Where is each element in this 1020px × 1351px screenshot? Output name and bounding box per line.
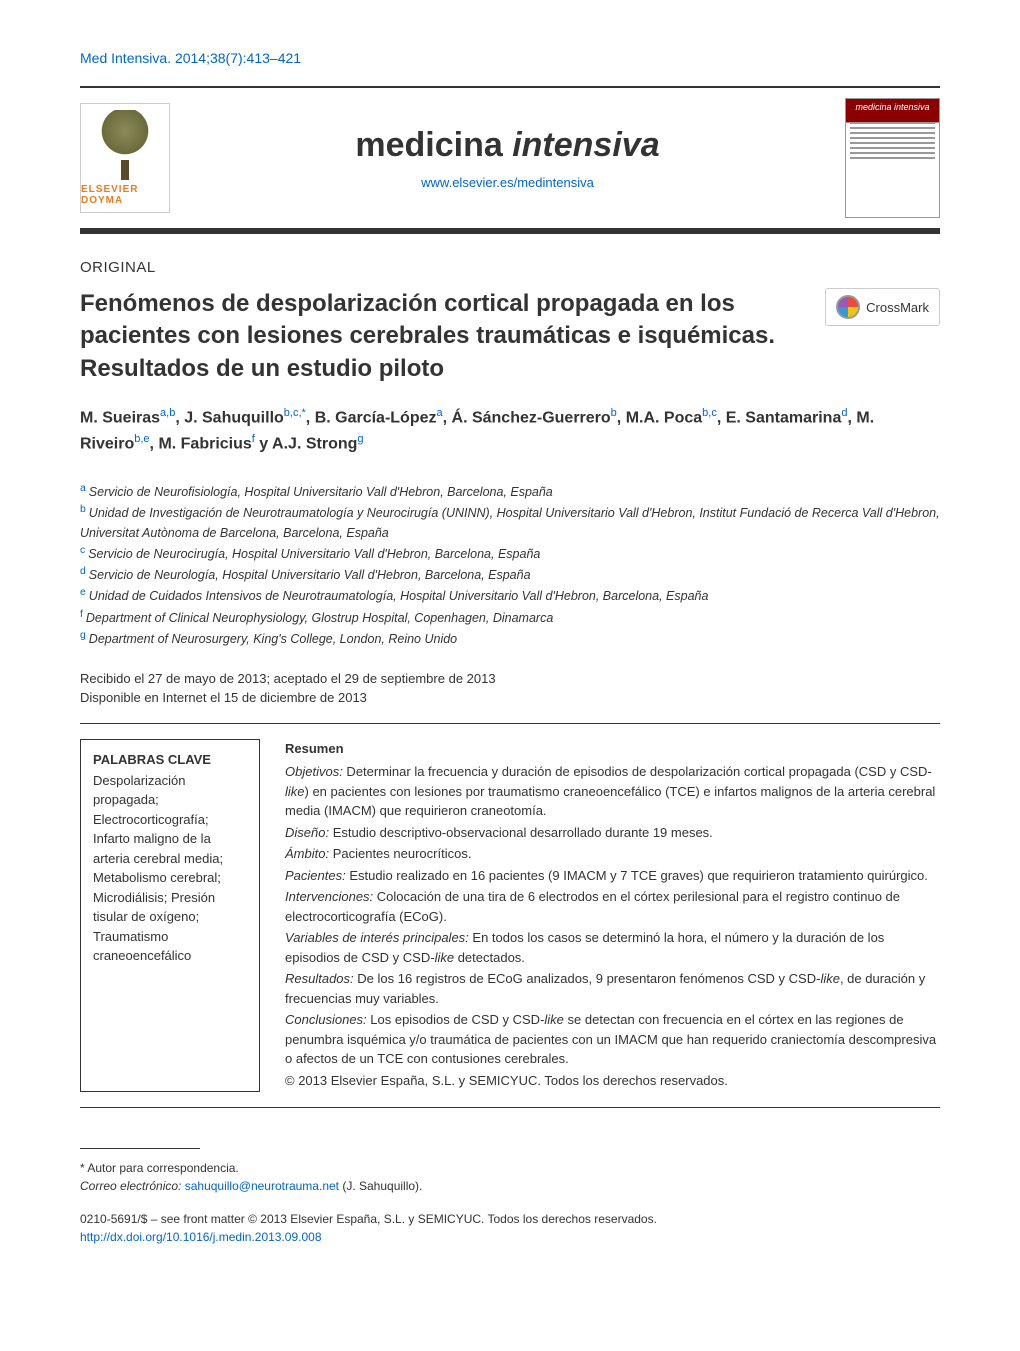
correspondence-author-name: (J. Sahuquillo). <box>339 1179 422 1193</box>
affiliations-list: aServicio de Neurofisiología, Hospital U… <box>80 481 940 649</box>
affiliation-item: cServicio de Neurocirugía, Hospital Univ… <box>80 543 940 564</box>
journal-cover-thumbnail: medicina intensiva <box>845 98 940 218</box>
cover-title: medicina intensiva <box>846 99 939 115</box>
affiliation-item: gDepartment of Neurosurgery, King's Coll… <box>80 628 940 649</box>
abstract-item: Conclusiones: Los episodios de CSD y CSD… <box>285 1010 940 1069</box>
divider-top <box>80 723 940 724</box>
crossmark-icon <box>836 295 860 319</box>
abstract-item: Intervenciones: Colocación de una tira d… <box>285 887 940 926</box>
crossmark-badge[interactable]: CrossMark <box>825 288 940 326</box>
correspondence-email-label: Correo electrónico: <box>80 1179 185 1193</box>
abstract-item: Objetivos: Determinar la frecuencia y du… <box>285 762 940 821</box>
affiliation-item: aServicio de Neurofisiología, Hospital U… <box>80 481 940 502</box>
divider-bottom <box>80 1107 940 1108</box>
issn-line: 0210-5691/$ – see front matter © 2013 El… <box>80 1210 940 1228</box>
abstract-section: PALABRAS CLAVE Despolarización propagada… <box>80 739 940 1093</box>
correspondence-label: * Autor para correspondencia. <box>80 1159 940 1177</box>
section-label: ORIGINAL <box>80 259 940 276</box>
abstract-heading: Resumen <box>285 739 940 759</box>
available-date: Disponible en Internet el 15 de diciembr… <box>80 688 940 708</box>
correspondence-email-link[interactable]: sahuquillo@neurotrauma.net <box>185 1179 339 1193</box>
authors-list: M. Sueirasa,b, J. Sahuquillob,c,*, B. Ga… <box>80 405 940 456</box>
abstract-copyright: © 2013 Elsevier España, S.L. y SEMICYUC.… <box>285 1071 940 1091</box>
abstract-item: Diseño: Estudio descriptivo-observaciona… <box>285 823 940 843</box>
publisher-logo-text: ELSEVIER DOYMA <box>81 184 169 206</box>
journal-title-plain: medicina <box>355 126 512 164</box>
header-banner: ELSEVIER DOYMA medicina intensiva www.el… <box>80 86 940 234</box>
keywords-list: Despolarización propagada; Electrocortic… <box>93 771 247 966</box>
keywords-heading: PALABRAS CLAVE <box>93 752 247 767</box>
received-date: Recibido el 27 de mayo de 2013; aceptado… <box>80 669 940 689</box>
crossmark-label: CrossMark <box>866 300 929 315</box>
cover-lines <box>846 115 939 166</box>
abstract-item: Pacientes: Estudio realizado en 16 pacie… <box>285 866 940 886</box>
abstract-item: Ámbito: Pacientes neurocríticos. <box>285 844 940 864</box>
journal-reference: Med Intensiva. 2014;38(7):413–421 <box>80 50 940 66</box>
article-title: Fenómenos de despolarización cortical pr… <box>80 288 825 385</box>
abstract-content: Resumen Objetivos: Determinar la frecuen… <box>285 739 940 1093</box>
correspondence: * Autor para correspondencia. Correo ele… <box>80 1159 940 1195</box>
affiliation-item: dServicio de Neurología, Hospital Univer… <box>80 564 940 585</box>
keywords-box: PALABRAS CLAVE Despolarización propagada… <box>80 739 260 1093</box>
journal-url-link[interactable]: www.elsevier.es/medintensiva <box>170 175 845 190</box>
abstract-item: Resultados: De los 16 registros de ECoG … <box>285 969 940 1008</box>
elsevier-tree-icon <box>95 110 155 180</box>
journal-title: medicina intensiva <box>170 126 845 165</box>
journal-title-block: medicina intensiva www.elsevier.es/medin… <box>170 126 845 190</box>
doi-link[interactable]: http://dx.doi.org/10.1016/j.medin.2013.0… <box>80 1230 322 1244</box>
abstract-item: Variables de interés principales: En tod… <box>285 928 940 967</box>
affiliation-item: bUnidad de Investigación de Neurotraumat… <box>80 502 940 543</box>
article-dates: Recibido el 27 de mayo de 2013; aceptado… <box>80 669 940 708</box>
affiliation-item: eUnidad de Cuidados Intensivos de Neurot… <box>80 585 940 606</box>
publisher-logo: ELSEVIER DOYMA <box>80 103 170 213</box>
affiliation-item: fDepartment of Clinical Neurophysiology,… <box>80 607 940 628</box>
footer-copyright: 0210-5691/$ – see front matter © 2013 El… <box>80 1210 940 1246</box>
journal-title-italic: intensiva <box>512 126 659 164</box>
footnote-rule <box>80 1148 200 1149</box>
